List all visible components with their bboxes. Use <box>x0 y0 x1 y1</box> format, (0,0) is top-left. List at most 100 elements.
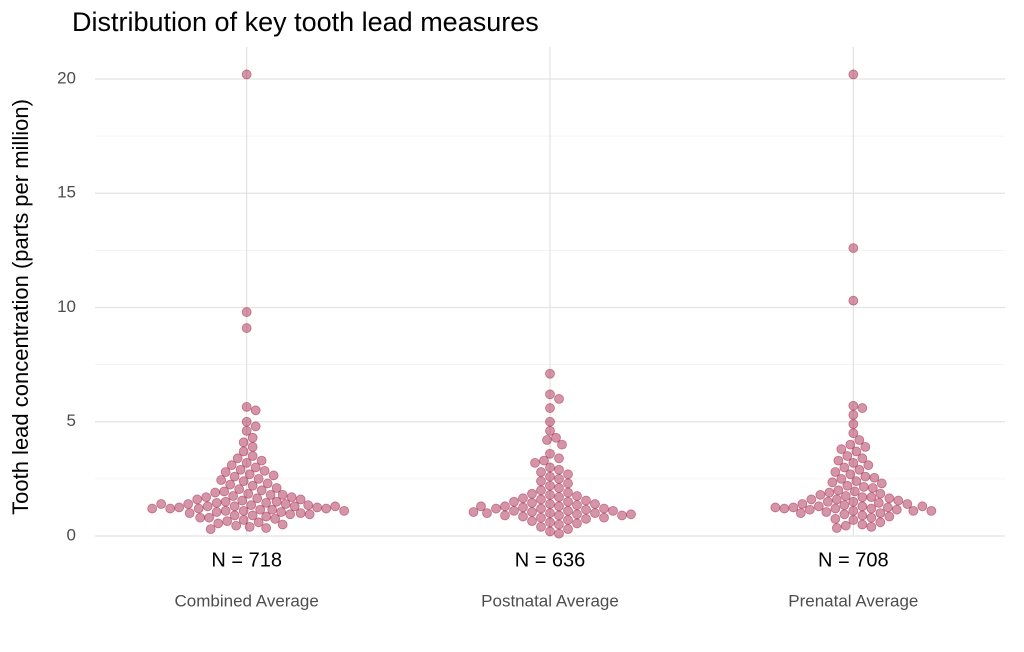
point <box>902 499 913 509</box>
point <box>908 505 919 516</box>
point <box>917 501 928 512</box>
point <box>866 503 877 514</box>
point <box>259 465 270 476</box>
point <box>229 501 240 512</box>
point <box>261 497 272 508</box>
point <box>590 499 600 509</box>
n-label: N = 636 <box>515 549 586 571</box>
point <box>833 455 844 466</box>
point <box>321 503 332 514</box>
point <box>202 501 213 512</box>
point <box>857 403 868 413</box>
point <box>280 499 291 509</box>
point <box>599 512 609 523</box>
point <box>813 501 824 512</box>
point <box>854 435 865 445</box>
point <box>247 510 258 521</box>
point <box>195 512 206 523</box>
point <box>545 526 555 537</box>
point <box>884 493 895 504</box>
point <box>229 510 240 521</box>
point <box>563 487 573 498</box>
point <box>270 513 281 524</box>
point <box>536 521 546 532</box>
point <box>243 488 254 499</box>
point <box>225 479 236 490</box>
point <box>824 487 835 498</box>
point <box>545 448 555 459</box>
y-tick-label: 15 <box>57 183 76 202</box>
point <box>247 432 258 443</box>
y-tick-label: 20 <box>57 68 76 87</box>
point <box>250 421 261 432</box>
point <box>518 502 528 513</box>
point <box>876 478 887 489</box>
point <box>857 492 868 503</box>
point <box>536 494 546 505</box>
point <box>250 405 261 416</box>
point <box>267 504 278 515</box>
point <box>234 484 245 495</box>
point <box>527 488 537 499</box>
point <box>770 502 781 513</box>
point <box>563 496 573 507</box>
point <box>262 478 273 489</box>
point <box>247 441 258 452</box>
point <box>839 462 850 473</box>
point <box>581 504 591 515</box>
point <box>848 505 859 516</box>
point <box>815 489 826 500</box>
point <box>875 488 886 499</box>
point <box>831 523 842 533</box>
point <box>867 483 878 493</box>
point <box>241 401 252 412</box>
x-tick-label: Postnatal Average <box>481 591 619 610</box>
point <box>303 500 314 511</box>
point <box>295 494 306 505</box>
chart-title: Distribution of key tooth lead measures <box>72 7 539 37</box>
point <box>165 503 176 514</box>
point <box>545 489 555 500</box>
point <box>875 517 886 528</box>
point <box>276 507 287 517</box>
point <box>554 492 564 503</box>
point <box>554 528 564 539</box>
point <box>536 476 546 487</box>
point <box>827 477 838 488</box>
point <box>542 435 552 445</box>
point <box>246 500 257 511</box>
point <box>286 492 297 503</box>
point <box>554 393 564 404</box>
point <box>866 512 877 523</box>
y-tick-label: 5 <box>67 411 76 430</box>
point <box>821 507 832 517</box>
point <box>563 524 573 535</box>
point <box>174 502 185 513</box>
point <box>804 504 815 515</box>
point <box>228 491 239 501</box>
point <box>830 503 841 514</box>
point <box>545 480 555 491</box>
point <box>193 503 204 514</box>
point <box>545 368 555 379</box>
point <box>551 432 561 443</box>
point <box>848 419 859 429</box>
point <box>545 403 555 413</box>
point <box>545 508 555 519</box>
point <box>563 505 573 516</box>
point <box>854 464 865 475</box>
point <box>241 69 252 80</box>
point <box>893 495 904 506</box>
point <box>866 492 877 503</box>
y-tick-label: 0 <box>67 525 76 544</box>
point <box>848 243 859 253</box>
point <box>572 509 582 520</box>
point <box>304 509 315 520</box>
point <box>581 513 591 524</box>
point <box>261 511 272 522</box>
point <box>253 517 264 528</box>
point <box>235 464 246 475</box>
y-tick-label: 10 <box>57 297 76 316</box>
point <box>891 504 902 515</box>
